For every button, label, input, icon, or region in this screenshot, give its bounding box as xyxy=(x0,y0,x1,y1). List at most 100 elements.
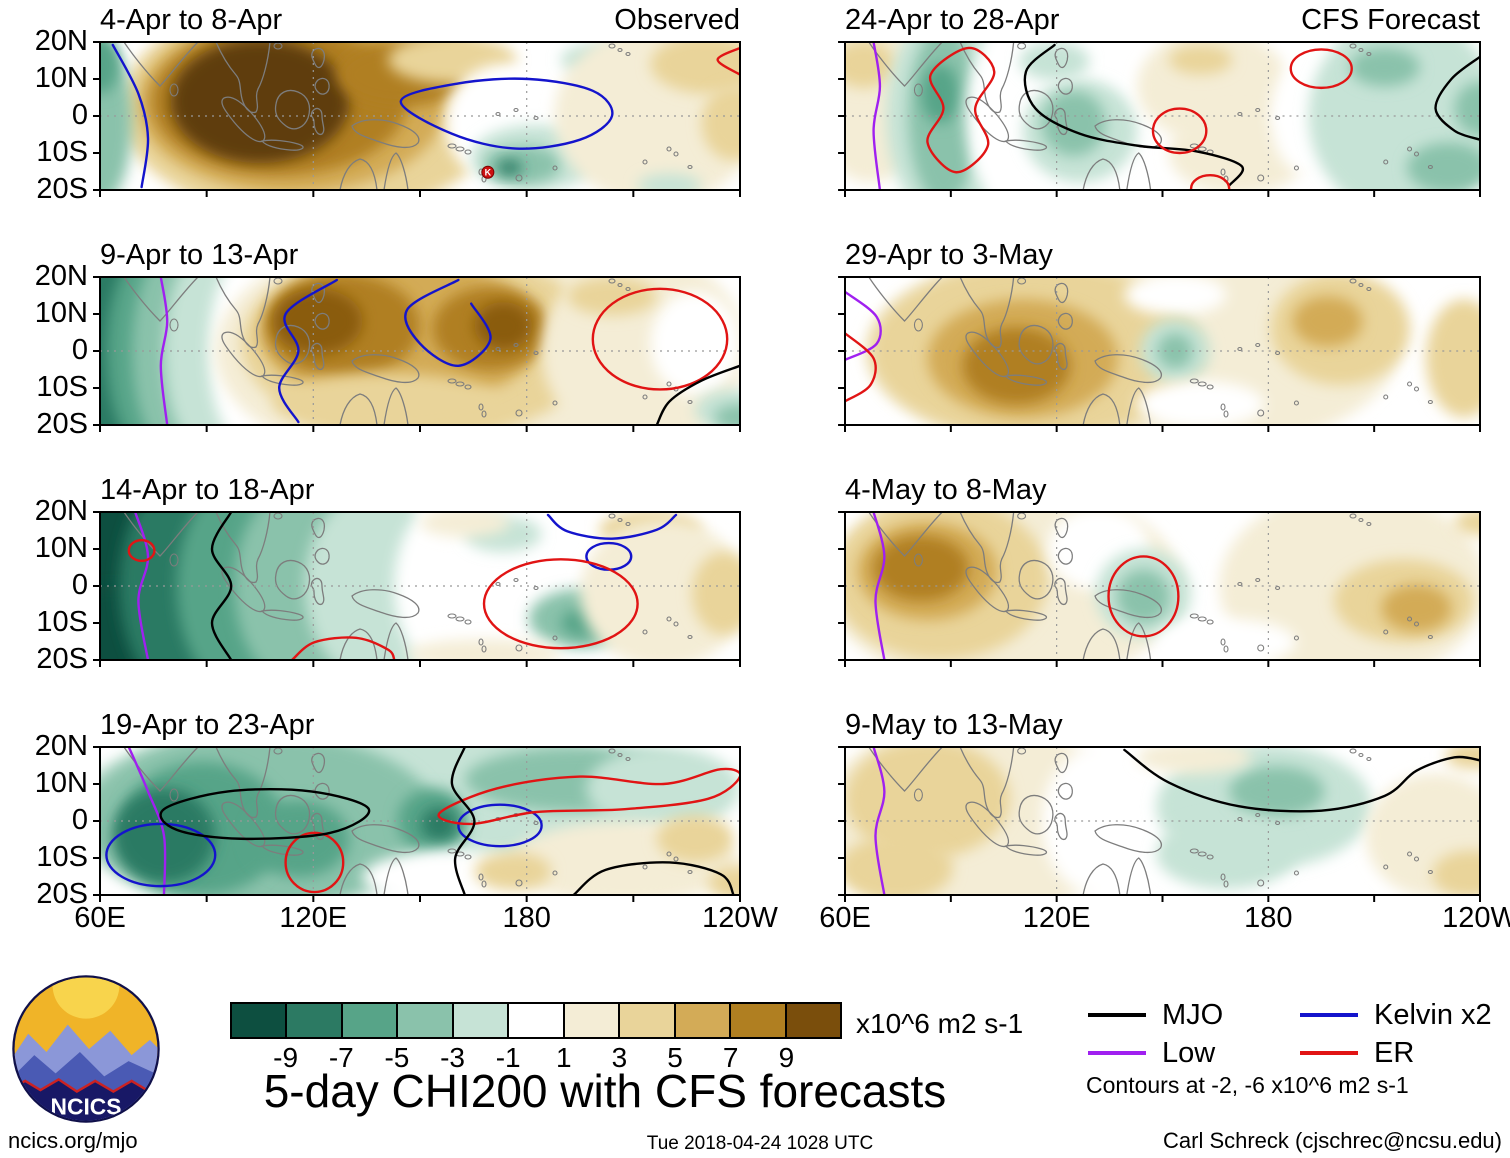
x-axis-tick-label: 120W xyxy=(1442,902,1510,934)
panel-title: 29-Apr to 3-May xyxy=(845,239,1053,271)
panel-title: 19-Apr to 23-Apr xyxy=(100,709,315,741)
colorbar-tick-label: 3 xyxy=(611,1042,628,1073)
colorbar-tick-label: 7 xyxy=(722,1042,739,1073)
legend-label: MJO xyxy=(1162,998,1224,1031)
legend-item-low: Low xyxy=(1088,1036,1215,1070)
map-canvas xyxy=(93,276,741,432)
footer-timestamp: Tue 2018-04-24 1028 UTC xyxy=(646,1133,874,1154)
colorbar-tick-label: -9 xyxy=(273,1042,299,1073)
er-line-swatch xyxy=(1300,1051,1358,1055)
colorbar-tick-label: -5 xyxy=(384,1042,410,1073)
legend-item-er: ER xyxy=(1300,1036,1414,1070)
panel-title: 4-May to 8-May xyxy=(845,474,1047,506)
map-canvas xyxy=(838,746,1481,902)
x-axis-tick-label: 60E xyxy=(819,902,871,934)
y-axis-tick-label: 10S xyxy=(36,606,88,638)
x-axis-tick-label: 120W xyxy=(702,902,778,934)
figure-title: 5-day CHI200 with CFS forecasts xyxy=(263,1065,947,1117)
svg-text:K: K xyxy=(485,168,492,178)
colorbar-segment xyxy=(232,1004,286,1037)
colorbar-tick-label: -3 xyxy=(440,1042,465,1073)
legend-item-mjo: MJO xyxy=(1088,998,1223,1032)
colorbar-segment xyxy=(729,1004,785,1037)
x-axis-tick-label: 180 xyxy=(1244,902,1293,934)
panel-title: 4-Apr to 8-Apr xyxy=(100,4,283,36)
legend-label: Kelvin x2 xyxy=(1374,998,1492,1031)
map-canvas: K xyxy=(93,41,741,197)
logo-text: NCICS xyxy=(51,1093,122,1119)
colorbar-segment xyxy=(285,1004,341,1037)
y-axis-tick-label: 0 xyxy=(71,569,88,601)
map-canvas xyxy=(838,511,1481,667)
observed-column-label: Observed xyxy=(614,4,740,36)
panel-29apr-3may: 29-Apr to 3-May xyxy=(838,239,1481,432)
panel-title: 9-May to 13-May xyxy=(845,709,1063,741)
panel-title: 24-Apr to 28-Apr xyxy=(845,4,1060,36)
colorbar-tick-label: 1 xyxy=(556,1042,572,1073)
panel-title: 14-Apr to 18-Apr xyxy=(100,474,315,506)
x-axis-tick-label: 120E xyxy=(279,902,348,934)
low-line-swatch xyxy=(1088,1051,1146,1055)
colorbar-segment xyxy=(562,1004,619,1037)
colorbar-tick-labels: -9 -7 -5 -3 -1 1 3 5 7 9 xyxy=(230,1040,842,1076)
y-axis-tick-label: 0 xyxy=(71,804,88,836)
panel-24apr-28apr: 24-Apr to 28-Apr CFS Forecast xyxy=(838,4,1481,197)
panel-9may-13may: 9-May to 13-May xyxy=(838,709,1481,902)
legend-label: Low xyxy=(1162,1036,1216,1069)
legend-label: ER xyxy=(1374,1036,1415,1069)
x-axis-tick-label: 60E xyxy=(74,902,126,934)
y-axis-tick-label: 10S xyxy=(36,841,88,873)
y-axis-tick-label: 20S xyxy=(36,408,88,440)
colorbar-segment xyxy=(396,1004,452,1037)
y-axis-tick-label: 10N xyxy=(34,297,88,329)
map-canvas xyxy=(838,276,1481,432)
colorbar-tick-label: -1 xyxy=(495,1042,521,1073)
logo-sun xyxy=(52,977,120,1019)
y-axis-tick-label: 20N xyxy=(34,25,88,57)
y-axis-tick-label: 0 xyxy=(71,334,88,366)
y-axis-tick-label: 20S xyxy=(36,878,88,910)
forecast-column-label: CFS Forecast xyxy=(1301,4,1480,36)
colorbar-segment xyxy=(340,1004,397,1037)
panel-14apr-18apr: 14-Apr to 18-Apr xyxy=(93,474,741,667)
colorbar-segment xyxy=(784,1004,840,1037)
y-axis-tick-label: 10N xyxy=(34,532,88,564)
map-canvas xyxy=(93,746,741,902)
panel-19apr-23apr: 19-Apr to 23-Apr xyxy=(93,709,741,902)
panel-4apr-8apr: 4-Apr to 8-Apr Observed K xyxy=(93,4,741,197)
panel-title: 9-Apr to 13-Apr xyxy=(100,239,299,271)
footer-url: ncics.org/mjo xyxy=(8,1128,138,1153)
y-axis-tick-label: 20N xyxy=(34,495,88,527)
colorbar xyxy=(230,1002,842,1039)
colorbar-tick-label: -7 xyxy=(328,1042,354,1073)
y-axis-tick-label: 20S xyxy=(36,643,88,675)
colorbar-tick-label: 9 xyxy=(778,1042,795,1073)
contour-levels-note: Contours at -2, -6 x10^6 m2 s-1 xyxy=(1086,1072,1409,1098)
kelvin-line-swatch xyxy=(1300,1013,1358,1017)
legend-item-kelvin: Kelvin x2 xyxy=(1300,998,1492,1032)
panel-9apr-13apr: 9-Apr to 13-Apr xyxy=(93,239,741,432)
y-axis-tick-label: 10N xyxy=(34,62,88,94)
colorbar-segment xyxy=(451,1004,508,1037)
colorbar-segment xyxy=(507,1004,563,1037)
colorbar-segment xyxy=(673,1004,730,1037)
y-axis-tick-label: 20S xyxy=(36,173,88,205)
map-canvas xyxy=(838,41,1481,197)
colorbar-segment xyxy=(618,1004,674,1037)
x-axis-tick-label: 120E xyxy=(1022,902,1091,934)
y-axis-tick-label: 10S xyxy=(36,136,88,168)
colorbar-tick-label: 5 xyxy=(667,1042,683,1073)
y-axis-tick-label: 20N xyxy=(34,260,88,292)
y-axis-tick-label: 20N xyxy=(34,730,88,762)
y-axis-tick-label: 10S xyxy=(36,371,88,403)
colorbar-units: x10^6 m2 s-1 xyxy=(856,1008,1024,1039)
mjo-line-swatch xyxy=(1088,1013,1146,1017)
footer-author: Carl Schreck (cjschrec@ncsu.edu) xyxy=(1163,1128,1502,1153)
ncics-logo: NCICS xyxy=(12,975,160,1123)
panel-4may-8may: 4-May to 8-May xyxy=(838,474,1481,667)
logo-red-line xyxy=(14,1077,158,1093)
map-canvas xyxy=(93,511,741,667)
x-axis-tick-label: 180 xyxy=(502,902,551,934)
y-axis-tick-label: 0 xyxy=(71,99,88,131)
